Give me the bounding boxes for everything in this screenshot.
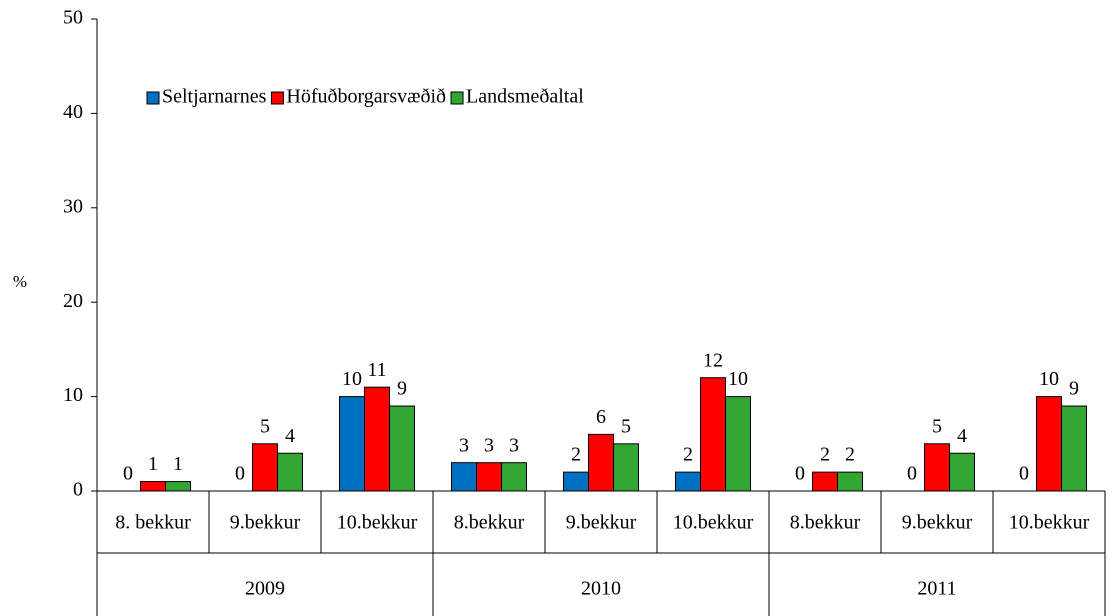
bar [1036,396,1062,492]
x-tick-label: 9.bekkur [566,512,637,534]
data-label: 0 [235,463,245,485]
legend-label: Landsmeðaltal [466,86,584,108]
bar [364,386,390,492]
bar [277,452,303,492]
data-label: 3 [484,434,494,456]
bar [1061,405,1087,492]
category-group-label: 2011 [917,578,956,600]
data-label: 4 [285,425,295,447]
bar [339,396,365,492]
legend-swatch [270,91,284,105]
data-label: 4 [957,425,967,447]
bar [725,396,751,492]
bar [700,377,726,492]
data-label: 10 [728,368,748,390]
x-tick-label: 9.bekkur [230,512,301,534]
data-label: 1 [173,453,183,475]
data-label: 10 [342,368,362,390]
data-label: 1 [148,453,158,475]
bar [837,471,863,492]
y-tick-label: 40 [63,101,83,123]
bar [165,481,191,492]
bar [389,405,415,492]
data-label: 3 [459,434,469,456]
y-tick-label: 20 [63,290,83,312]
data-label: 2 [845,444,855,466]
category-group-label: 2010 [581,578,621,600]
data-label: 5 [932,415,942,437]
data-label: 6 [596,406,606,428]
x-tick-label: 9.bekkur [902,512,973,534]
x-tick-label: 8.bekkur [790,512,861,534]
y-tick-label: 50 [63,7,83,29]
y-axis-label: % [13,272,27,291]
data-label: 10 [1039,368,1059,390]
bar [812,471,838,492]
bar [563,471,589,492]
bar [949,452,975,492]
legend-label: Seltjarnarnes [162,86,267,108]
bar [675,471,701,492]
x-tick-label: 8. bekkur [115,512,191,534]
data-label: 12 [703,349,723,371]
bar [140,481,166,492]
data-label: 11 [367,359,386,381]
data-label: 0 [795,463,805,485]
y-tick-label: 0 [73,479,83,501]
x-tick-label: 10.bekkur [337,512,418,534]
y-tick-label: 30 [63,195,83,217]
x-tick-label: 10.bekkur [673,512,754,534]
bar [924,443,950,492]
legend-swatch [146,91,160,105]
category-group-label: 2009 [245,578,285,600]
bar [252,443,278,492]
x-tick-label: 10.bekkur [1009,512,1090,534]
bar [613,443,639,492]
y-tick-label: 10 [63,384,83,406]
data-label: 2 [820,444,830,466]
bar [476,462,502,492]
data-label: 9 [397,378,407,400]
legend-swatch [450,91,464,105]
data-label: 2 [683,444,693,466]
data-label: 5 [621,415,631,437]
data-label: 9 [1069,378,1079,400]
data-label: 0 [123,463,133,485]
bar [588,433,614,492]
data-label: 0 [1019,463,1029,485]
bar [451,462,477,492]
legend-label: Höfuðborgarsvæðið [286,86,446,108]
bar [501,462,527,492]
data-label: 0 [907,463,917,485]
data-label: 3 [509,434,519,456]
data-label: 2 [571,444,581,466]
data-label: 5 [260,415,270,437]
x-tick-label: 8.bekkur [454,512,525,534]
